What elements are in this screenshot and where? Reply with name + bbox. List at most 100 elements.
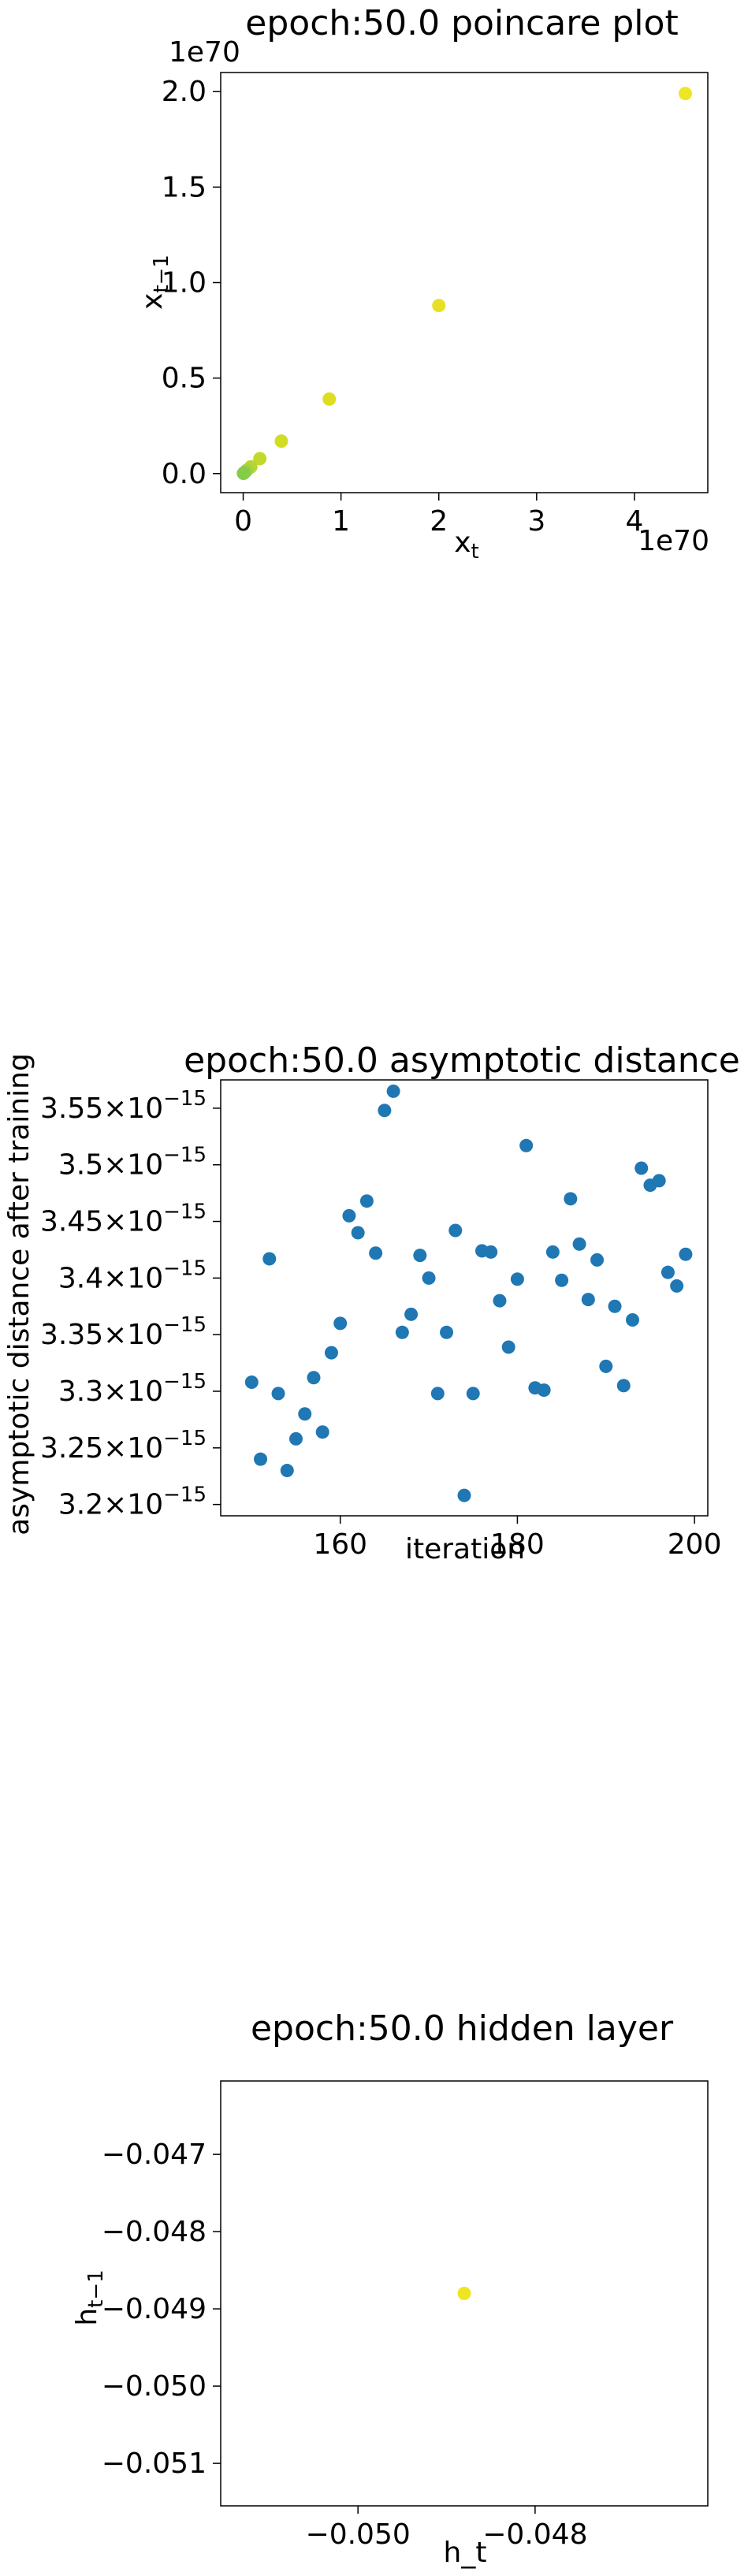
scatter-point bbox=[519, 1138, 534, 1152]
poincare-y-ticks: 0.0 0.5 1.0 1.5 2.0 bbox=[162, 76, 221, 490]
scatter-point bbox=[274, 434, 288, 449]
scatter-point bbox=[253, 452, 267, 466]
scatter-point bbox=[484, 1245, 498, 1259]
y-tick-label: −0.051 bbox=[102, 2448, 207, 2480]
y-tick-label: −0.050 bbox=[102, 2370, 207, 2403]
scatter-point bbox=[616, 1379, 631, 1393]
asymptotic-points bbox=[244, 1084, 693, 1502]
poincare-x-offset: 1e70 bbox=[638, 525, 709, 557]
y-tick-label: 2.0 bbox=[162, 76, 207, 108]
scatter-point bbox=[545, 1245, 560, 1259]
x-tick-label: 3 bbox=[527, 505, 545, 538]
poincare-x-label: xt bbox=[454, 527, 479, 564]
scatter-point bbox=[359, 1194, 374, 1208]
hidden-layer-title: epoch:50.0 hidden layer bbox=[251, 2008, 674, 2049]
hidden-layer-chart: epoch:50.0 hidden layer −0.047−0.048−0.0… bbox=[71, 2008, 709, 2569]
hidden-y-label: ht−1 bbox=[71, 2269, 108, 2325]
scatter-point bbox=[298, 1407, 312, 1421]
scatter-point bbox=[430, 1387, 445, 1401]
x-tick-label: 180 bbox=[490, 1528, 545, 1561]
poincare-points bbox=[236, 87, 692, 481]
scatter-point bbox=[262, 1252, 277, 1266]
scatter-point bbox=[564, 1192, 578, 1206]
scatter-point bbox=[555, 1273, 569, 1287]
y-tick-label: 3.55×10−15 bbox=[40, 1087, 207, 1125]
y-tick-label: 3.45×10−15 bbox=[40, 1201, 207, 1238]
scatter-point bbox=[378, 1104, 392, 1118]
poincare-plot-chart: epoch:50.0 poincare plot 1e70 0.0 0.5 1.0 1… bbox=[136, 3, 709, 564]
scatter-point bbox=[457, 1488, 471, 1502]
scatter-point bbox=[244, 1375, 259, 1390]
scatter-point bbox=[322, 392, 337, 406]
scatter-point bbox=[510, 1272, 524, 1286]
y-tick-label: 0.5 bbox=[162, 363, 207, 395]
asymptotic-y-ticks: 3.2×10−15 3.25×10−15 3.3×10−15 3.35×10−15 3.… bbox=[40, 1087, 221, 1521]
x-tick-label: 0 bbox=[234, 505, 252, 538]
scatter-point bbox=[634, 1161, 649, 1175]
scatter-point bbox=[537, 1383, 551, 1398]
hidden-x-ticks: −0.050 −0.048 bbox=[306, 2506, 588, 2551]
scatter-point bbox=[581, 1293, 595, 1307]
y-tick-label: 3.25×10−15 bbox=[40, 1427, 207, 1465]
scatter-point bbox=[501, 1340, 515, 1354]
scatter-point bbox=[440, 1325, 454, 1339]
x-tick-label: −0.048 bbox=[482, 2518, 587, 2551]
asymptotic-x-label: iteration bbox=[405, 1533, 525, 1565]
x-tick-label: 2 bbox=[430, 505, 448, 538]
asymptotic-plot-area bbox=[220, 1079, 709, 1517]
scatter-point bbox=[395, 1325, 409, 1339]
scatter-point bbox=[599, 1359, 613, 1373]
y-tick-label: 0.0 bbox=[162, 458, 207, 490]
hidden-points bbox=[457, 2287, 471, 2300]
scatter-point bbox=[678, 87, 692, 101]
y-tick-label: −0.049 bbox=[102, 2293, 207, 2325]
poincare-plot-title: epoch:50.0 poincare plot bbox=[245, 3, 678, 43]
scatter-point bbox=[679, 1247, 693, 1261]
hidden-x-label: h_t bbox=[444, 2537, 487, 2569]
scatter-point bbox=[493, 1294, 507, 1308]
x-tick-label: 160 bbox=[313, 1528, 367, 1561]
asymptotic-distance-title: epoch:50.0 asymptotic distance bbox=[184, 1040, 740, 1081]
y-tick-label: 3.5×10−15 bbox=[58, 1144, 207, 1182]
scatter-point bbox=[254, 1452, 268, 1466]
x-tick-label: 1 bbox=[332, 505, 350, 538]
poincare-y-label: xt−1 bbox=[136, 255, 173, 310]
y-tick-label: 3.4×10−15 bbox=[58, 1256, 207, 1294]
scatter-point bbox=[422, 1271, 436, 1285]
poincare-plot-area bbox=[220, 72, 709, 493]
scatter-point bbox=[652, 1174, 666, 1188]
scatter-point bbox=[280, 1464, 294, 1478]
scatter-point bbox=[324, 1346, 338, 1360]
scatter-point bbox=[333, 1316, 348, 1331]
scatter-point bbox=[289, 1431, 303, 1446]
scatter-point bbox=[236, 467, 251, 481]
y-tick-label: 1.5 bbox=[162, 171, 207, 203]
asymptotic-distance-chart: epoch:50.0 asymptotic distance 3.2×10−15… bbox=[3, 1040, 740, 1565]
asymptotic-y-label: asymptotic distance after training bbox=[3, 1053, 35, 1536]
scatter-point bbox=[404, 1307, 419, 1321]
y-tick-label: 3.35×10−15 bbox=[40, 1313, 207, 1351]
y-tick-label: −0.047 bbox=[102, 2139, 207, 2171]
hidden-y-ticks: −0.047 −0.048 −0.049 −0.050 −0.051 bbox=[102, 2139, 221, 2480]
scatter-point bbox=[670, 1279, 684, 1293]
scatter-point bbox=[466, 1387, 480, 1401]
y-tick-label: −0.048 bbox=[102, 2216, 207, 2248]
scatter-point bbox=[386, 1084, 400, 1098]
scatter-point bbox=[590, 1253, 605, 1267]
asymptotic-x-ticks: 160 180 200 bbox=[313, 1516, 722, 1561]
poincare-y-offset: 1e70 bbox=[169, 36, 240, 69]
x-tick-label: −0.050 bbox=[306, 2518, 411, 2551]
y-tick-label: 3.3×10−15 bbox=[58, 1370, 207, 1408]
y-tick-label: 1.0 bbox=[162, 267, 207, 300]
scatter-point bbox=[413, 1249, 427, 1263]
scatter-point bbox=[608, 1299, 622, 1313]
scatter-point bbox=[315, 1425, 329, 1439]
scatter-point bbox=[307, 1371, 321, 1385]
poincare-x-ticks: 0 1 2 3 4 bbox=[234, 493, 643, 538]
scatter-point bbox=[448, 1223, 463, 1238]
scatter-point bbox=[625, 1313, 639, 1327]
scatter-point bbox=[342, 1208, 356, 1223]
scatter-point bbox=[271, 1387, 285, 1401]
x-tick-label: 4 bbox=[625, 505, 643, 538]
y-tick-label: 3.2×10−15 bbox=[58, 1483, 207, 1521]
